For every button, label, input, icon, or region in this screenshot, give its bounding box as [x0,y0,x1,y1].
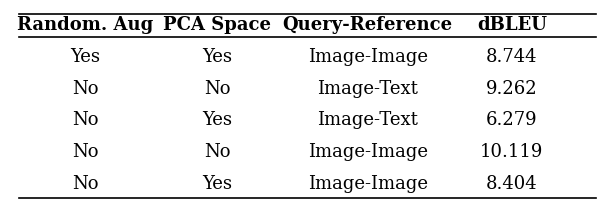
Text: Image-Image: Image-Image [308,175,427,193]
Text: dBLEU: dBLEU [477,17,547,34]
Text: Random. Aug: Random. Aug [17,17,153,34]
Text: No: No [204,80,230,98]
Text: Yes: Yes [70,48,100,66]
Text: No: No [72,111,98,129]
Text: Yes: Yes [202,111,232,129]
Text: Image-Text: Image-Text [317,111,418,129]
Text: No: No [204,143,230,161]
Text: Yes: Yes [202,48,232,66]
Text: Image-Image: Image-Image [308,143,427,161]
Text: No: No [72,80,98,98]
Text: PCA Space: PCA Space [164,17,271,34]
Text: Image-Image: Image-Image [308,48,427,66]
Text: No: No [72,175,98,193]
Text: 8.744: 8.744 [486,48,537,66]
Text: Query-Reference: Query-Reference [283,17,452,34]
Text: No: No [72,143,98,161]
Text: 9.262: 9.262 [486,80,537,98]
Text: 6.279: 6.279 [486,111,537,129]
Text: Image-Text: Image-Text [317,80,418,98]
Text: 10.119: 10.119 [480,143,544,161]
Text: 8.404: 8.404 [486,175,537,193]
Text: Yes: Yes [202,175,232,193]
